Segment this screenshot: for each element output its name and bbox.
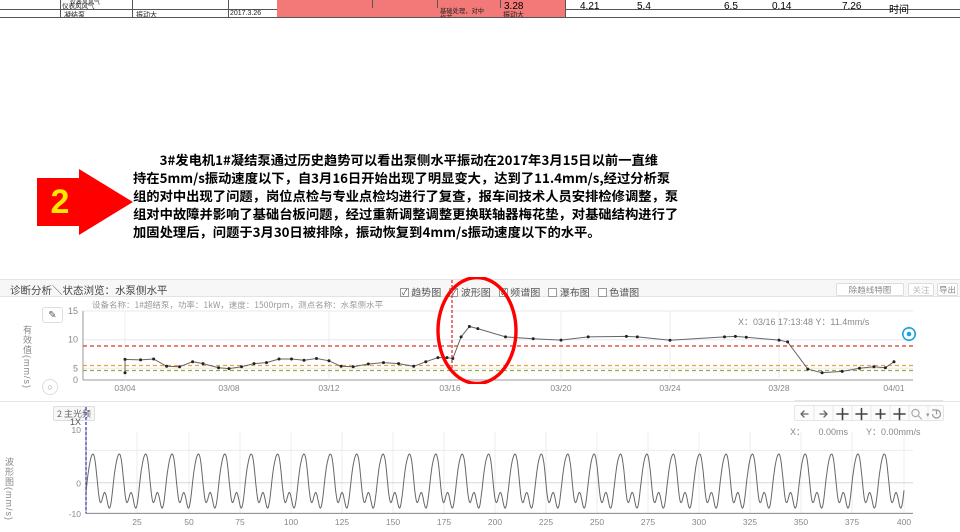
svg-text:75: 75 <box>235 517 245 527</box>
svg-text:03/28: 03/28 <box>768 383 790 393</box>
svg-text:03/20: 03/20 <box>550 383 572 393</box>
svg-text:设备名称：1#超结泵，功率：1kW，速度：1500rpm，测: 设备名称：1#超结泵，功率：1kW，速度：1500rpm，测点名称：水泵侧水平 <box>92 299 384 311</box>
svg-text:25: 25 <box>132 517 142 527</box>
svg-text:225: 225 <box>539 517 553 527</box>
svg-text:10: 10 <box>72 425 82 435</box>
svg-text:250: 250 <box>590 517 604 527</box>
svg-text:200: 200 <box>488 517 502 527</box>
svg-text:325: 325 <box>743 517 757 527</box>
svg-text:0: 0 <box>73 375 78 385</box>
svg-text:04/01: 04/01 <box>883 383 905 393</box>
svg-text:03/12: 03/12 <box>318 383 340 393</box>
svg-text:03/24: 03/24 <box>659 383 681 393</box>
svg-text:10: 10 <box>68 335 78 345</box>
svg-text:15: 15 <box>68 306 78 316</box>
svg-text:150: 150 <box>386 517 400 527</box>
svg-text:350: 350 <box>794 517 808 527</box>
svg-text:275: 275 <box>641 517 655 527</box>
svg-text:175: 175 <box>437 517 451 527</box>
svg-text:03/16: 03/16 <box>439 383 461 393</box>
svg-text:100: 100 <box>284 517 298 527</box>
svg-text:03/04: 03/04 <box>114 383 136 393</box>
svg-text:5: 5 <box>73 363 78 373</box>
svg-text:400: 400 <box>897 517 911 527</box>
svg-text:300: 300 <box>692 517 706 527</box>
svg-text:50: 50 <box>184 517 194 527</box>
svg-text:0: 0 <box>76 479 81 489</box>
svg-text:375: 375 <box>845 517 859 527</box>
svg-text:-10: -10 <box>69 509 82 519</box>
svg-text:03/08: 03/08 <box>218 383 240 393</box>
svg-text:2: 2 <box>51 183 70 221</box>
svg-text:125: 125 <box>335 517 349 527</box>
